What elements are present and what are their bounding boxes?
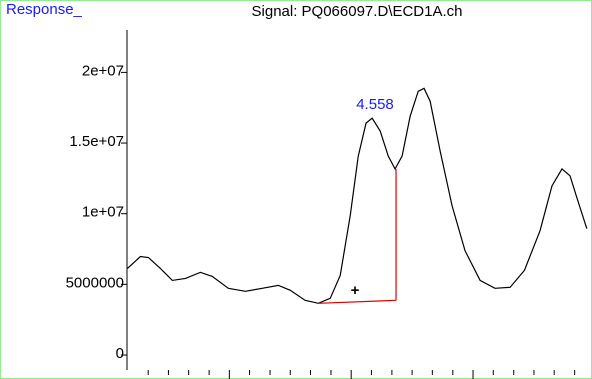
peak-marker: + [351,282,360,299]
y-axis-label: Response_ [6,1,83,18]
peak-label: 4.558 [356,96,394,113]
signal-line [127,87,588,304]
y-tick-label: 2e+07 [82,62,124,79]
y-tick-label: 1.5e+07 [69,133,124,150]
y-tick-label: 0 [116,345,124,362]
chart-title: Signal: PQ066097.D\ECD1A.ch [252,3,463,20]
peak-baseline [318,299,397,304]
y-tick-label: 5000000 [66,274,124,291]
y-tick-label: 1e+07 [82,204,124,221]
